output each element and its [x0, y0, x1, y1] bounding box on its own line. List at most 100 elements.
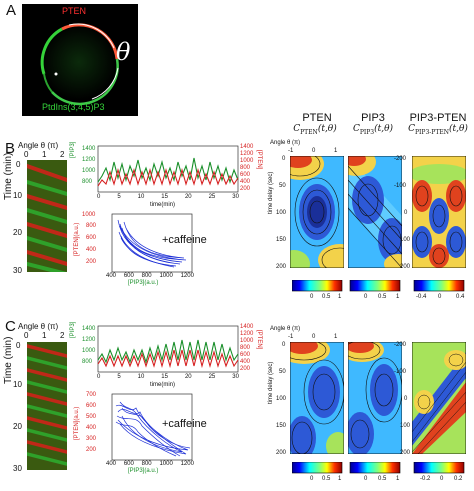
- corr-c3-delay-tick-3: 100: [400, 423, 411, 429]
- trace-b-left-tick-0: 1400: [82, 146, 96, 152]
- trace-c-right-tick-3: 800: [240, 345, 251, 351]
- trace-b-right-tick-2: 1000: [240, 158, 254, 164]
- phase-c-y-tick-0: 700: [86, 392, 97, 398]
- cbar-c1-tick-2: 1: [338, 476, 342, 482]
- corr-col3-formula: CPIP3-PTEN(t,θ): [408, 124, 468, 136]
- trace-c-left-axis: [PIP3]: [70, 321, 76, 338]
- corr-heatmap-c-pip3: [348, 342, 402, 454]
- corr-b-angle-tick-2: 1: [334, 148, 338, 154]
- corr-c-delay-tick-1: 50: [279, 369, 286, 375]
- trace-b-x-ticks: 0 5 10 15 20 25 30: [97, 194, 239, 200]
- cbar-b1-tick-0: 0: [310, 294, 314, 300]
- corr-b-angle-tick-0: -1: [288, 148, 294, 154]
- corr-c-angle-tick-2: 1: [334, 334, 338, 340]
- trace-b-left-tick-2: 1000: [82, 168, 96, 174]
- trace-b-right-tick-3: 800: [240, 165, 251, 171]
- corr-c-angle-tick-1: 0: [312, 334, 316, 340]
- trace-c-x-label: time(min): [150, 382, 175, 388]
- corr-b-delay-label: time delay (sec): [268, 171, 274, 214]
- trace-c-left-tick-1: 1200: [82, 337, 96, 343]
- cbar-b1-tick-2: 1: [338, 294, 342, 300]
- phase-b-y-tick-3: 400: [86, 247, 97, 253]
- cbar-c3-tick-0: -0.2: [420, 476, 431, 482]
- label-pip3: PtdIns(3,4,5)P3: [42, 102, 105, 112]
- panel-letter-b: B: [5, 140, 16, 157]
- cbar-b3-tick-0: -0.4: [416, 294, 427, 300]
- angle-tick-b-1: 1: [42, 150, 47, 159]
- corr-col1-formula: CPTEN(t,θ): [293, 124, 337, 136]
- corr-c3-delay-tick-2: 0: [404, 396, 408, 402]
- cbar-c2-tick-0: 0: [364, 476, 368, 482]
- corr-col3-title: PIP3-PTEN: [409, 112, 467, 124]
- cbar-c2-tick-1: 0.5: [378, 476, 387, 482]
- corr-c3-delay-tick-4: 200: [400, 450, 411, 456]
- corr-b3-delay-tick-2: 0: [404, 210, 408, 216]
- time-tick-c-3: 30: [13, 464, 22, 473]
- angle-tick-c-1: 1: [42, 331, 47, 340]
- time-tick-c-0: 0: [16, 341, 21, 350]
- phase-c-y-tick-1: 600: [86, 403, 97, 409]
- corr-heatmap-c-cross: [412, 342, 466, 454]
- kymograph-c: [27, 342, 67, 470]
- phase-b-y-label: [PTEN](a.u.): [74, 222, 80, 256]
- corr-b-angle-tick-1: 0: [312, 148, 316, 154]
- phase-c-y-tick-4: 300: [86, 436, 97, 442]
- cbar-c3-tick-2: 0.2: [454, 476, 463, 482]
- corr-b3-delay-tick-0: -200: [394, 156, 407, 162]
- caffeine-label-b: +caffeine: [162, 234, 207, 246]
- corr-b-delay-tick-1: 50: [279, 183, 286, 189]
- corr-col2-title: PIP3: [361, 112, 385, 124]
- trace-chart-c: [97, 325, 239, 373]
- trace-b-right-tick-0: 1400: [240, 144, 254, 150]
- trace-c-right-tick-1: 1200: [240, 331, 254, 337]
- phase-c-y-label: [PTEN](a.u.): [74, 406, 80, 440]
- phase-c-x-label: [PIP3](a.u.): [128, 468, 159, 474]
- cbar-b2-tick-1: 0.5: [378, 294, 387, 300]
- angle-tick-c-0: 0: [24, 331, 29, 340]
- phase-b-y-tick-4: 200: [86, 259, 97, 265]
- cbar-c1-tick-0: 0: [310, 476, 314, 482]
- corr-b-delay-tick-0: 0: [282, 156, 286, 162]
- cbar-c2-tick-2: 1: [396, 476, 400, 482]
- trace-b-left-tick-1: 1200: [82, 157, 96, 163]
- phase-b-y-tick-2: 600: [86, 235, 97, 241]
- caffeine-label-c: +caffeine: [162, 418, 207, 430]
- cbar-c3-tick-1: 0: [440, 476, 444, 482]
- time-tick-b-0: 0: [16, 160, 21, 169]
- trace-c-x-ticks: 0 5 10 15 20 25 30: [97, 374, 239, 380]
- phase-c-x-ticks: 400 600 800 1000 1200: [106, 461, 194, 467]
- corr-c-angle-label: Angle θ (π): [270, 326, 301, 332]
- angle-label-c: Angle θ (π): [18, 322, 59, 331]
- phase-plot-b: [111, 213, 193, 273]
- corr-b-delay-tick-3: 150: [276, 237, 287, 243]
- theta-symbol: θ: [116, 38, 131, 66]
- trace-b-right-tick-5: 400: [240, 179, 251, 185]
- colorbars-c: [292, 462, 465, 474]
- phase-c-y-tick-5: 200: [86, 447, 97, 453]
- cell-image: [22, 4, 138, 116]
- corr-b3-delay-tick-1: -100: [394, 183, 407, 189]
- trace-b-right-tick-6: 200: [240, 186, 251, 192]
- corr-c3-delay-tick-1: -100: [394, 369, 407, 375]
- phase-b-x-ticks: 400 600 800 1000 1200: [106, 273, 194, 279]
- panel-letter-a: A: [6, 2, 17, 19]
- trace-b-left-tick-3: 800: [82, 179, 93, 185]
- time-tick-b-1: 10: [13, 191, 22, 200]
- trace-c-left-tick-3: 800: [82, 359, 93, 365]
- corr-c-delay-label: time delay (sec): [268, 361, 274, 404]
- time-tick-c-2: 20: [13, 422, 22, 431]
- phase-b-x-label: [PIP3](a.u.): [128, 280, 159, 286]
- trace-c-right-tick-0: 1400: [240, 324, 254, 330]
- cbar-b2-tick-0: 0: [364, 294, 368, 300]
- cbar-b1-tick-1: 0.5: [322, 294, 331, 300]
- angle-tick-b-2: 2: [60, 150, 65, 159]
- label-pten: PTEN: [62, 6, 87, 16]
- trace-b-x-label: time(min): [150, 202, 175, 208]
- corr-col1-title: PTEN: [302, 112, 332, 124]
- corr-c-angle-tick-0: -1: [288, 334, 294, 340]
- phase-c-y-tick-2: 500: [86, 414, 97, 420]
- trace-c-right-tick-2: 1000: [240, 338, 254, 344]
- corr-b-delay-tick-4: 200: [276, 264, 287, 270]
- cbar-b2-tick-2: 1: [396, 294, 400, 300]
- trace-c-right-tick-5: 400: [240, 359, 251, 365]
